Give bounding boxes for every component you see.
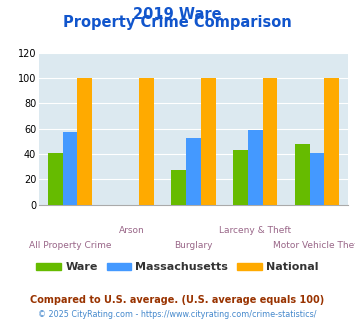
Text: Arson: Arson (119, 226, 144, 235)
Bar (171, 170, 186, 205)
Text: Compared to U.S. average. (U.S. average equals 100): Compared to U.S. average. (U.S. average … (31, 295, 324, 305)
Bar (233, 150, 248, 205)
Text: All Property Crime: All Property Crime (29, 241, 111, 250)
Text: Larceny & Theft: Larceny & Theft (219, 226, 291, 235)
Text: Motor Vehicle Theft: Motor Vehicle Theft (273, 241, 355, 250)
Bar (48, 153, 62, 205)
Legend: Ware, Massachusetts, National: Ware, Massachusetts, National (32, 258, 323, 277)
Bar (324, 78, 339, 205)
Text: 2019 Ware: 2019 Ware (133, 7, 222, 21)
Bar (248, 130, 263, 205)
Bar (295, 144, 310, 205)
Bar (263, 78, 278, 205)
Text: Property Crime Comparison: Property Crime Comparison (63, 15, 292, 30)
Bar (310, 153, 324, 205)
Bar (201, 78, 216, 205)
Bar (62, 132, 77, 205)
Bar (139, 78, 154, 205)
Text: © 2025 CityRating.com - https://www.cityrating.com/crime-statistics/: © 2025 CityRating.com - https://www.city… (38, 310, 317, 318)
Bar (186, 138, 201, 205)
Text: Burglary: Burglary (174, 241, 213, 250)
Bar (77, 78, 92, 205)
